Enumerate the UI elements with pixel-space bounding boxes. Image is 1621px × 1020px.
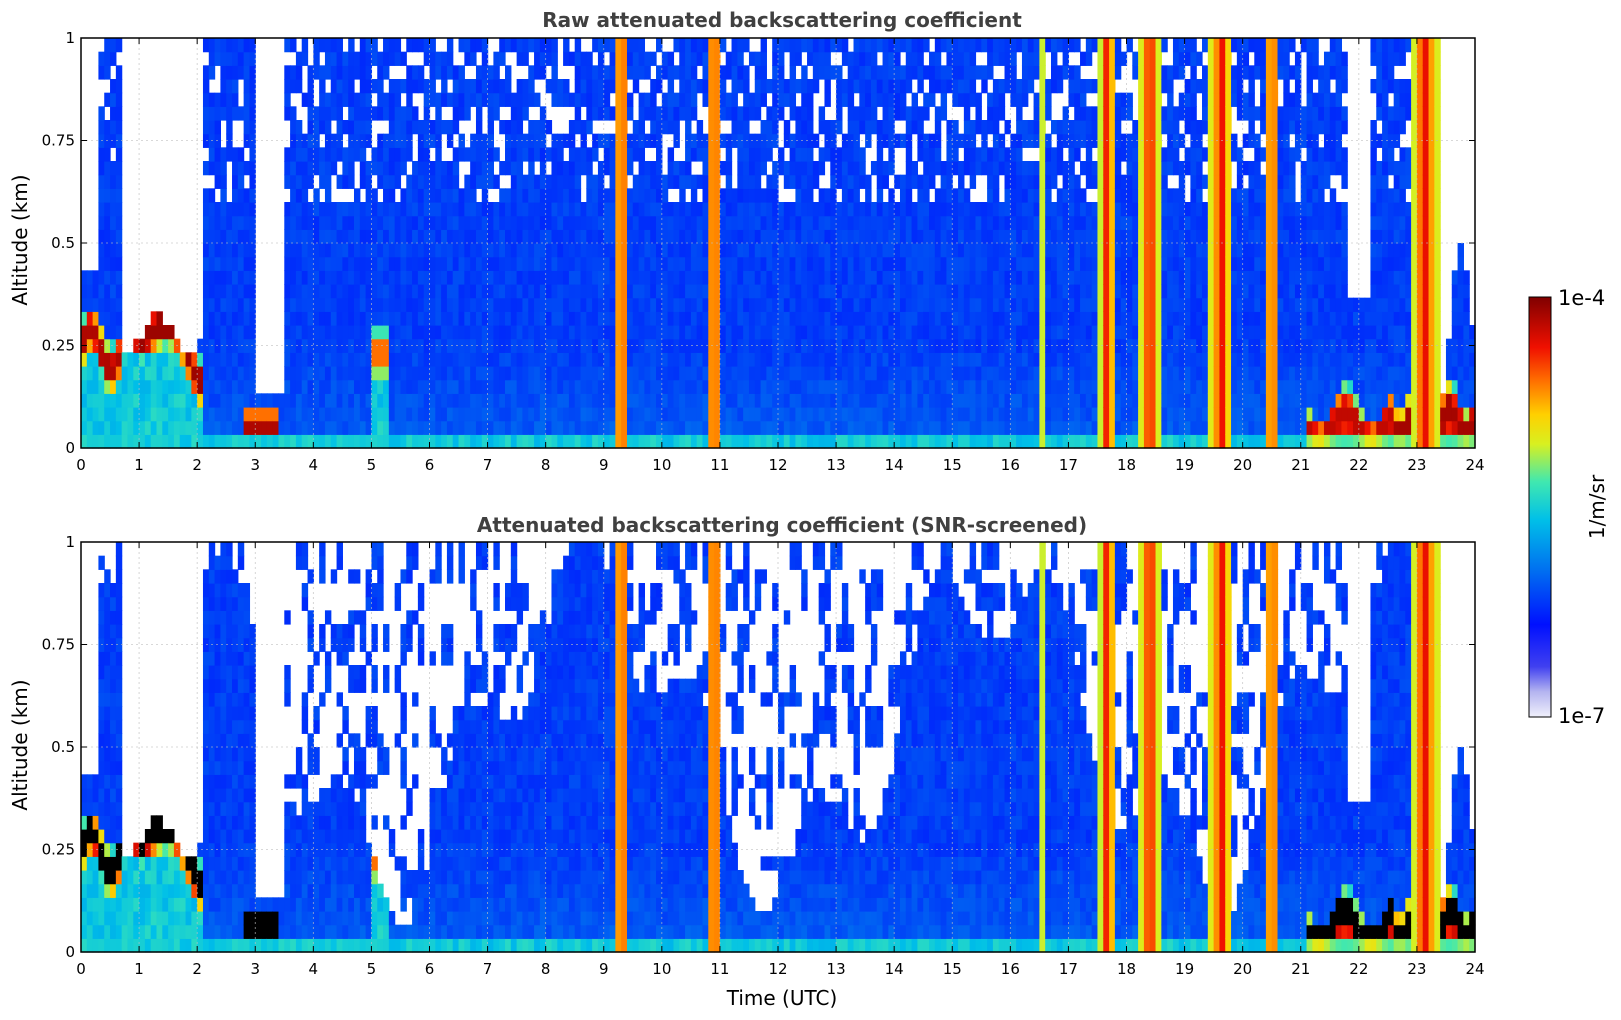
panel-raw: Raw attenuated backscattering coefficien… [8, 8, 1485, 474]
x-tick-label: 18 [1117, 960, 1136, 978]
x-tick-label: 7 [483, 456, 493, 474]
panel-screened-ylabel: Altitude (km) [8, 679, 32, 810]
x-tick-label: 13 [827, 456, 846, 474]
x-tick-label: 22 [1349, 456, 1368, 474]
x-tick-label: 13 [827, 960, 846, 978]
x-tick-label: 20 [1233, 456, 1252, 474]
x-tick-label: 4 [309, 456, 319, 474]
x-tick-label: 3 [250, 960, 260, 978]
x-tick-label: 21 [1291, 960, 1310, 978]
x-tick-label: 8 [541, 960, 551, 978]
y-tick-label: 0.5 [51, 738, 75, 756]
x-tick-label: 5 [367, 960, 377, 978]
panel-screened-grid [81, 542, 1475, 952]
x-tick-label: 0 [76, 960, 86, 978]
x-tick-label: 24 [1465, 456, 1484, 474]
colorbar: 1e-4 1e-7 1/m/sr [1528, 286, 1609, 728]
x-tick-label: 11 [710, 960, 729, 978]
x-tick-label: 21 [1291, 456, 1310, 474]
y-tick-label: 1 [65, 533, 75, 551]
x-tick-label: 12 [768, 456, 787, 474]
x-tick-label: 16 [1001, 456, 1020, 474]
x-tick-label: 23 [1407, 456, 1426, 474]
panel-screened: Attenuated backscattering coefficient (S… [8, 513, 1485, 1010]
x-tick-label: 2 [192, 960, 202, 978]
x-tick-label: 7 [483, 960, 493, 978]
y-tick-label: 0 [65, 943, 75, 961]
x-tick-label: 15 [943, 456, 962, 474]
panel-screened-title: Attenuated backscattering coefficient (S… [477, 513, 1087, 537]
y-tick-label: 0 [65, 439, 75, 457]
x-tick-label: 19 [1175, 456, 1194, 474]
x-tick-label: 22 [1349, 960, 1368, 978]
x-tick-label: 3 [250, 456, 260, 474]
x-tick-label: 9 [599, 960, 609, 978]
x-tick-label: 1 [134, 456, 144, 474]
x-tick-label: 5 [367, 456, 377, 474]
x-tick-label: 11 [710, 456, 729, 474]
x-tick-label: 19 [1175, 960, 1194, 978]
colorbar-label: 1/m/sr [1585, 474, 1609, 539]
x-tick-label: 10 [652, 960, 671, 978]
x-tick-label: 8 [541, 456, 551, 474]
colorbar-gradient [1528, 296, 1552, 718]
x-tick-label: 18 [1117, 456, 1136, 474]
panel-raw-grid [81, 38, 1475, 448]
y-tick-label: 0.5 [51, 234, 75, 252]
x-tick-label: 6 [425, 960, 435, 978]
colorbar-max-label: 1e-4 [1558, 286, 1605, 310]
x-tick-label: 2 [192, 456, 202, 474]
y-tick-label: 0.75 [42, 636, 75, 654]
panel-raw-ylabel: Altitude (km) [8, 174, 32, 305]
x-tick-label: 14 [885, 456, 904, 474]
panel-screened-ticks: 0 1 2 3 4 5 6 7 8 9 10 11 12 13 14 15 16 17 18 19 20 21 22 23 24… [42, 533, 1485, 978]
x-tick-label: 10 [652, 456, 671, 474]
colorbar-min-label: 1e-7 [1558, 704, 1605, 728]
x-tick-label: 15 [943, 960, 962, 978]
x-tick-label: 17 [1059, 960, 1078, 978]
x-tick-label: 0 [76, 456, 86, 474]
x-tick-label: 1 [134, 960, 144, 978]
x-tick-label: 4 [309, 960, 319, 978]
x-tick-label: 14 [885, 960, 904, 978]
x-tick-label: 12 [768, 960, 787, 978]
x-tick-label: 6 [425, 456, 435, 474]
x-tick-label: 24 [1465, 960, 1484, 978]
x-tick-label: 23 [1407, 960, 1426, 978]
y-tick-label: 0.75 [42, 132, 75, 150]
panel-raw-title: Raw attenuated backscattering coefficien… [542, 8, 1022, 32]
y-tick-label: 0.25 [42, 337, 75, 355]
x-tick-label: 16 [1001, 960, 1020, 978]
x-tick-label: 20 [1233, 960, 1252, 978]
panel-raw-ticks: 0 1 2 3 4 5 6 7 8 9 10 11 12 13 14 15 16 17 18 19 20 21 22 23 24… [42, 29, 1485, 474]
x-axis-label: Time (UTC) [726, 986, 838, 1010]
x-tick-label: 17 [1059, 456, 1078, 474]
y-tick-label: 0.25 [42, 841, 75, 859]
y-tick-label: 1 [65, 29, 75, 47]
x-tick-label: 9 [599, 456, 609, 474]
